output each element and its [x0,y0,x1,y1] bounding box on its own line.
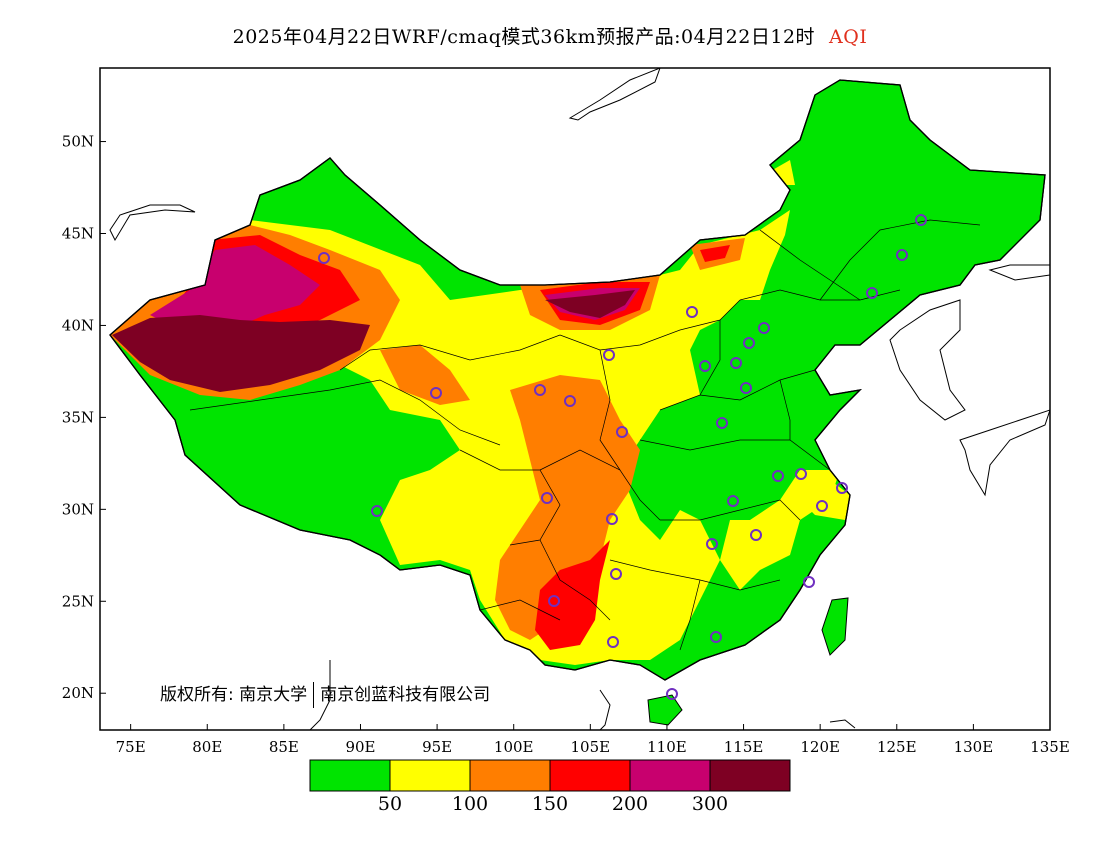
aqi-region-usg-sichuan [495,375,640,640]
site-marker [836,482,848,494]
site-marker [866,287,878,299]
site-marker [743,337,755,349]
site-marker [616,426,628,438]
legend-swatch [629,759,711,792]
site-marker [816,500,828,512]
lat-tick-label: 35N [62,408,94,426]
title-main: 2025年04月22日WRF/cmaq模式36km预报产品:04月22日12时 [232,26,816,48]
copyright-notice: 版权所有: 南京大学 南京创蓝科技有限公司 [160,680,490,708]
site-marker [548,595,560,607]
china-boundary [109,79,1046,681]
lat-tick-label: 50N [62,133,94,151]
aqi-region-hazardous-west [112,315,370,392]
lat-tick-label: 30N [62,500,94,518]
lat-tick-label: 45N [62,225,94,243]
lon-tick-label: 85E [269,738,299,756]
province-borders [189,219,981,651]
aqi-region-hazardous-north [545,290,635,318]
lon-tick-label: 75E [116,738,146,756]
lat-tick-label: 20N [62,684,94,702]
site-marker [699,360,711,372]
lon-tick-label: 135E [1030,738,1070,756]
site-marker [772,470,784,482]
legend-threshold-label: 50 [377,793,403,815]
site-marker [371,505,383,517]
copyright-org2: 南京创蓝科技有限公司 [320,685,491,705]
site-marker [795,468,807,480]
site-marker [706,538,718,550]
aqi-region-usg-central [380,345,470,405]
site-marker [666,688,678,700]
aqi-legend [309,759,791,792]
aqi-region-unhealthy-ne [700,245,730,262]
copyright-owner-label: 版权所有: [160,685,234,705]
latitude-axis: 50N 45N 40N 35N 30N 25N 20N [62,133,106,702]
site-marker [606,513,618,525]
site-marker [758,322,770,334]
longitude-axis: 75E 80E 85E 90E 95E 100E 105E 110E 115E 120E 125E 1… [116,724,1070,756]
site-marker [610,568,622,580]
site-marker [564,395,576,407]
legend-swatch [709,759,791,792]
site-marker [896,249,908,261]
aqi-region-unhealthy-south [535,540,610,650]
lon-tick-label: 110E [647,738,687,756]
legend-swatch [389,759,471,792]
lon-tick-label: 130E [954,738,994,756]
title-variable: AQI [829,26,868,48]
lon-tick-label: 95E [422,738,452,756]
legend-threshold-label: 200 [611,793,649,815]
legend-threshold-label: 300 [691,793,729,815]
site-marker [710,631,722,643]
lon-tick-label: 120E [800,738,840,756]
lat-tick-label: 40N [62,316,94,334]
site-marker [534,384,546,396]
site-marker [541,492,553,504]
site-marker [603,349,615,361]
lon-tick-label: 115E [724,738,764,756]
lon-tick-label: 100E [494,738,534,756]
site-marker [803,576,815,588]
legend-threshold-label: 100 [451,793,489,815]
lon-tick-label: 105E [571,738,611,756]
neighbour-coastlines [109,68,1050,730]
lon-tick-label: 125E [877,738,917,756]
aqi-region-very-unhealthy-west [150,245,320,335]
site-marker [607,636,619,648]
legend-threshold-label: 150 [531,793,569,815]
site-marker [430,387,442,399]
site-marker [727,495,739,507]
site-marker [686,306,698,318]
site-marker [730,357,742,369]
monitoring-sites [318,214,927,700]
site-marker [318,252,330,264]
map-title: 2025年04月22日WRF/cmaq模式36km预报产品:04月22日12时 A… [0,22,1100,49]
lon-tick-label: 80E [192,738,222,756]
site-marker [740,382,752,394]
copyright-separator [313,682,315,708]
copyright-org1: 南京大学 [239,685,308,705]
site-marker [750,529,762,541]
site-marker [716,417,728,429]
legend-swatch [309,759,391,792]
site-marker [915,214,927,226]
lon-tick-label: 90E [345,738,375,756]
lat-tick-label: 25N [62,592,94,610]
legend-swatch [549,759,631,792]
taiwan-shape [821,597,849,656]
legend-swatch [469,759,551,792]
